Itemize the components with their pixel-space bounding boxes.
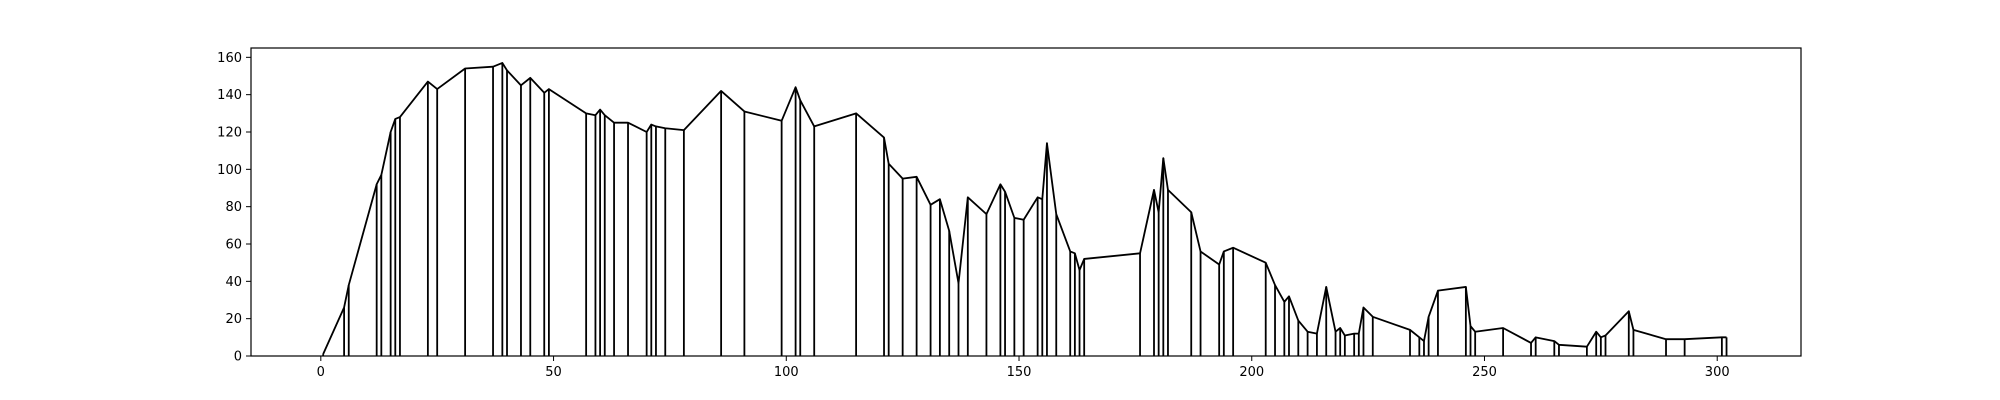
y-tick-label: 160 (217, 51, 242, 66)
x-tick-label: 200 (1239, 365, 1264, 380)
y-tick-label: 20 (225, 312, 242, 327)
plot-frame (250, 47, 1802, 357)
y-tick-label: 80 (225, 200, 242, 215)
y-tick-label: 120 (217, 126, 242, 141)
x-tick-label: 0 (317, 365, 325, 380)
y-tick-label: 100 (217, 163, 242, 178)
y-tick-label: 40 (225, 275, 242, 290)
x-tick-label: 100 (774, 365, 799, 380)
x-tick-label: 300 (1705, 365, 1730, 380)
y-tick-label: 0 (234, 350, 242, 365)
x-tick-label: 150 (1007, 365, 1032, 380)
x-tick-label: 50 (545, 365, 562, 380)
series-line (322, 62, 1727, 355)
y-tick-label: 140 (217, 88, 242, 103)
x-tick-label: 250 (1472, 365, 1497, 380)
x-axis: 0 50 100 150 200 250 300 (317, 356, 1730, 380)
y-tick-label: 60 (225, 238, 242, 253)
y-axis: 0 20 40 60 80 100 120 140 160 (217, 51, 251, 365)
plot-marks (322, 62, 1728, 356)
